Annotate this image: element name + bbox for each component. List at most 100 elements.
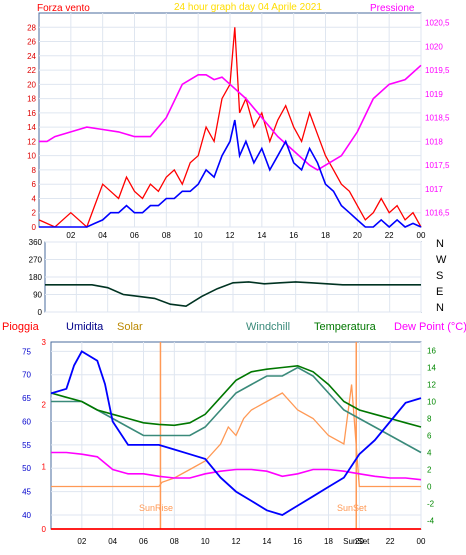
direction-series xyxy=(45,281,421,308)
temperature-line xyxy=(50,364,422,428)
direction-ytick-label: 0 xyxy=(38,308,43,317)
direction-ytick-label: 180 xyxy=(29,273,43,282)
compass-south: S xyxy=(436,270,443,282)
sunset-axis-label: SunSet xyxy=(343,537,370,546)
pressure-ytick-label: 1020,5 xyxy=(425,19,450,28)
temp-ytick-label: 2 xyxy=(427,466,432,475)
wind-ytick-label: 2 xyxy=(32,209,37,218)
temp-ytick-label: 8 xyxy=(427,415,432,424)
temp-xtick-label: 06 xyxy=(139,537,148,546)
wind-ytick-label: 16 xyxy=(27,109,36,118)
rain-ytick-label: 2 xyxy=(42,400,47,409)
wind-ytick-label: 20 xyxy=(27,80,36,89)
wind-xtick-label: 10 xyxy=(194,231,203,240)
wind-xtick-label: 16 xyxy=(289,231,298,240)
wind-ytick-label: 18 xyxy=(27,95,36,104)
temp-xtick-label: 08 xyxy=(170,537,179,546)
wind-xtick-label: 06 xyxy=(130,231,139,240)
compass-north-2: N xyxy=(436,302,444,314)
humidity-ytick-label: 75 xyxy=(22,347,31,356)
rain-ytick-label: 1 xyxy=(42,463,47,472)
dewpoint-line xyxy=(51,451,422,481)
wind-xtick-label: 12 xyxy=(226,231,235,240)
wind-xtick-label: 20 xyxy=(353,231,362,240)
rain-ytick-label: 0 xyxy=(42,525,47,534)
wind-series xyxy=(38,27,422,229)
solar-line xyxy=(51,384,421,488)
direction-ytick-label: 270 xyxy=(29,256,43,265)
wind-xtick-label: 02 xyxy=(66,231,75,240)
humidity-ytick-label: 45 xyxy=(22,488,31,497)
direction-grid xyxy=(45,241,422,313)
wind-ytick-label: 26 xyxy=(27,38,36,47)
temp-ytick-label: 4 xyxy=(427,449,432,458)
wind-ytick-label: 0 xyxy=(32,223,37,232)
temp-xtick-label: 00 xyxy=(417,537,426,546)
compass-east: E xyxy=(436,286,443,298)
direction-axes: 0 90 180 270 360 xyxy=(29,238,43,317)
temp-xtick-label: 18 xyxy=(324,537,333,546)
temp-xtick-label: 10 xyxy=(201,537,210,546)
humidity-ytick-label: 55 xyxy=(22,441,31,450)
legend-solar: Solar xyxy=(117,321,143,333)
wind-grid xyxy=(39,13,422,228)
temp-ytick-label: 6 xyxy=(427,432,432,441)
pressure-ytick-label: 1016,5 xyxy=(425,209,450,218)
sunset-label: SunSet xyxy=(337,503,367,513)
compass-north: N xyxy=(436,238,444,250)
temp-xtick-label: 02 xyxy=(77,537,86,546)
temp-xtick-label: 14 xyxy=(262,537,271,546)
temp-xtick-label: 16 xyxy=(293,537,302,546)
wind-ytick-label: 12 xyxy=(27,137,36,146)
direction-ytick-label: 360 xyxy=(29,238,43,247)
temp-ytick-label: 0 xyxy=(427,483,432,492)
wind-xtick-label: 18 xyxy=(321,231,330,240)
compass-west: W xyxy=(436,254,447,266)
temp-series xyxy=(50,342,422,530)
temp-ytick-label: 16 xyxy=(427,347,436,356)
legend-pioggia: Pioggia xyxy=(2,321,40,333)
sunrise-label: SunRise xyxy=(139,503,173,513)
temp-ytick-label: -4 xyxy=(427,517,435,526)
pressure-ytick-label: 1017,5 xyxy=(425,161,450,170)
legend-temperatura: Temperatura xyxy=(314,321,377,333)
direction-ytick-label: 90 xyxy=(33,291,42,300)
humidity-ytick-label: 65 xyxy=(22,394,31,403)
humidity-ytick-label: 70 xyxy=(22,371,31,380)
humidity-ytick-label: 60 xyxy=(22,417,31,426)
wind-ytick-label: 28 xyxy=(27,23,36,32)
wind-gust-line xyxy=(38,27,422,229)
wind-ytick-label: 4 xyxy=(32,194,37,203)
pressure-ytick-label: 1020 xyxy=(425,42,443,51)
rain-ytick-label: 3 xyxy=(42,338,47,347)
wind-ytick-label: 10 xyxy=(27,152,36,161)
wind-avg-line xyxy=(39,119,422,229)
humidity-line xyxy=(50,350,422,516)
temp-xtick-label: 22 xyxy=(386,537,395,546)
wind-xtick-label: 04 xyxy=(98,231,107,240)
temp-ytick-label: 14 xyxy=(427,364,436,373)
humidity-ytick-label: 50 xyxy=(22,464,31,473)
wind-xtick-label: 22 xyxy=(385,231,394,240)
legend-umidita: Umidita xyxy=(66,321,104,333)
wind-xtick-label: 00 xyxy=(417,231,426,240)
pressure-ytick-label: 1018,5 xyxy=(425,114,450,123)
temp-ytick-label: 10 xyxy=(427,398,436,407)
wind-direction-line xyxy=(45,281,421,308)
pressure-ytick-label: 1017 xyxy=(425,185,443,194)
wind-xtick-label: 08 xyxy=(162,231,171,240)
pressure-line xyxy=(39,64,422,171)
temp-xtick-label: 12 xyxy=(232,537,241,546)
legend-dewpoint: Dew Point (°C) xyxy=(394,321,466,333)
pressure-ytick-label: 1018 xyxy=(425,137,443,146)
humidity-ytick-label: 40 xyxy=(22,511,31,520)
wind-ytick-label: 6 xyxy=(32,180,37,189)
date-title: 24 hour graph day 04 Aprile 2021 xyxy=(174,2,322,13)
wind-title: Forza vento xyxy=(37,3,90,14)
wind-ytick-label: 24 xyxy=(27,52,36,61)
wind-xtick-label: 14 xyxy=(257,231,266,240)
wind-ytick-label: 22 xyxy=(27,66,36,75)
